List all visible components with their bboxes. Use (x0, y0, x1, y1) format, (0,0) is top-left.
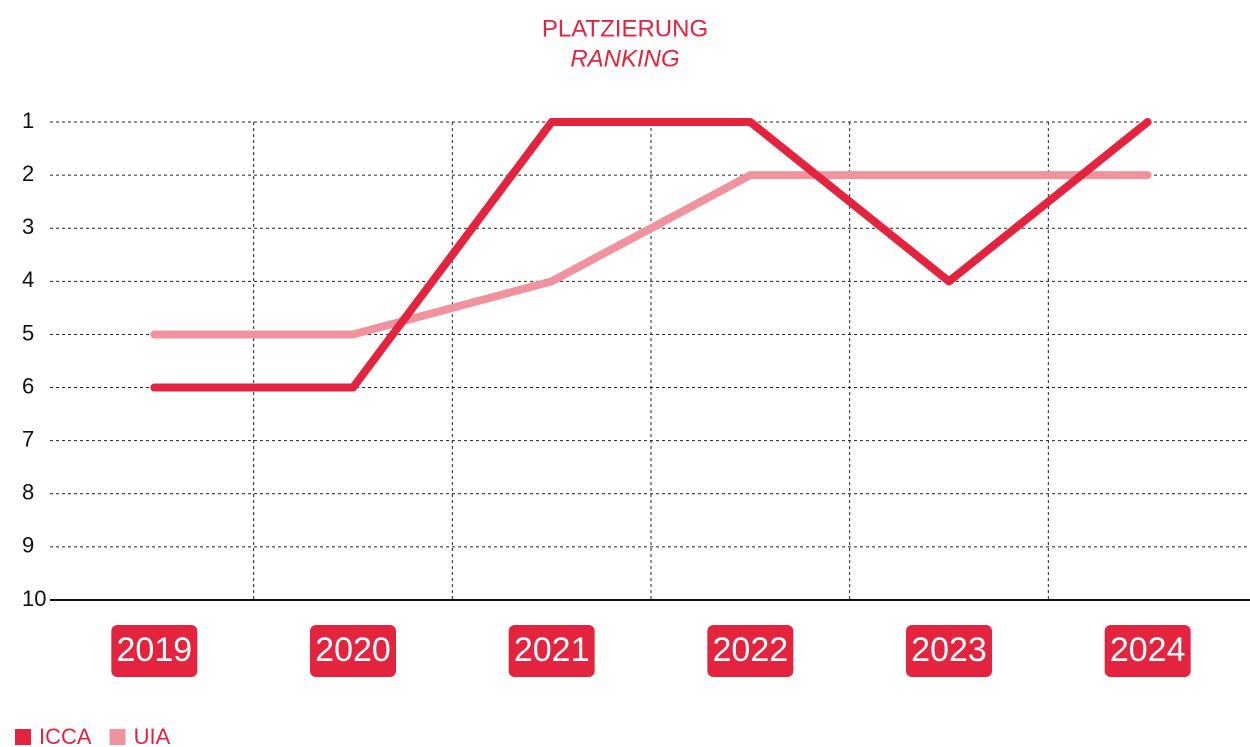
x-tick-label: 2023 (911, 631, 987, 669)
legend-swatch (15, 729, 31, 745)
legend-label: ICCA (39, 724, 92, 747)
y-tick-label: 2 (22, 161, 34, 186)
category-badge (310, 625, 396, 677)
chart-subtitle: RANKING (570, 45, 679, 72)
chart-title: PLATZIERUNG (542, 15, 708, 42)
x-tick-label: 2019 (117, 631, 193, 669)
y-tick-label: 3 (22, 214, 34, 239)
legend-swatch (109, 729, 126, 745)
x-tick-label: 2022 (713, 631, 789, 669)
category-badge (906, 625, 992, 677)
x-tick-label: 2021 (514, 631, 590, 669)
y-tick-label: 6 (22, 373, 34, 398)
y-tick-label: 8 (22, 480, 34, 505)
x-tick-label: 2024 (1110, 631, 1186, 669)
category-badge (111, 625, 198, 677)
y-tick-label: 5 (22, 320, 34, 345)
category-badge (508, 625, 595, 677)
y-tick-label: 4 (22, 267, 34, 292)
y-tick-label: 1 (22, 108, 34, 133)
category-badge (1104, 625, 1191, 677)
x-tick-label: 2020 (315, 631, 391, 669)
y-tick-label: 9 (22, 533, 34, 558)
series-line (150, 118, 1152, 392)
category-badge (707, 625, 794, 677)
series-line (150, 171, 1152, 339)
y-tick-label: 7 (22, 426, 34, 451)
y-tick-label: 10 (22, 586, 46, 611)
legend-label: UIA (134, 724, 171, 747)
